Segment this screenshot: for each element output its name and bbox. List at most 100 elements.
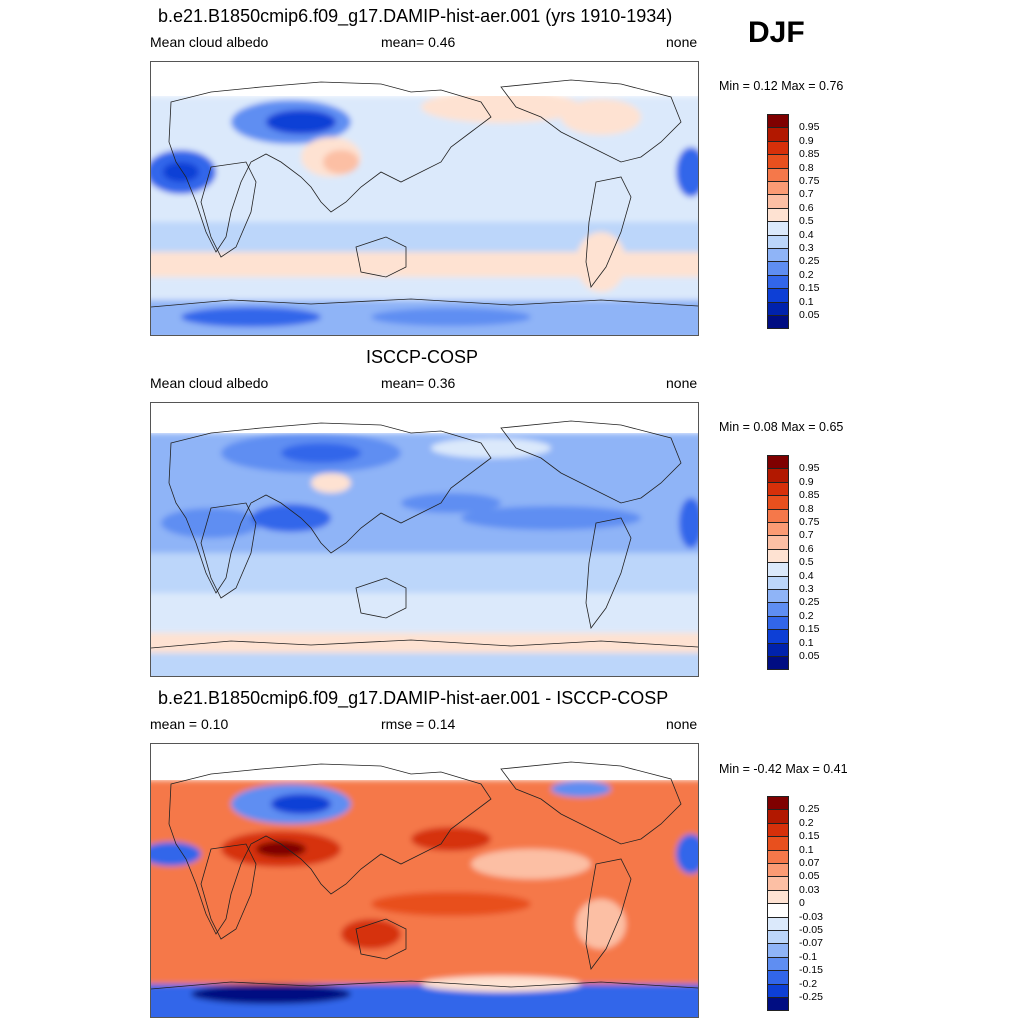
colorbar-box <box>767 181 789 195</box>
field-patch <box>411 827 491 851</box>
colorbar-tick-label: 0.95 <box>799 462 820 475</box>
panel-2-variable-label: Mean cloud albedo <box>150 375 269 391</box>
colorbar-box <box>767 889 789 904</box>
colorbar-tick-label: 0.4 <box>799 569 814 582</box>
coastline <box>200 843 257 940</box>
coastline <box>500 761 682 845</box>
colorbar-box <box>767 903 789 918</box>
field-band <box>151 633 698 653</box>
coastline <box>500 420 682 504</box>
colorbar-tick-label: 0.15 <box>799 830 820 843</box>
panel-3-mean-label: mean = 0.10 <box>150 716 229 732</box>
colorbar-box <box>767 248 789 262</box>
field-patch <box>256 841 306 857</box>
field-band <box>151 780 698 990</box>
field-patch <box>551 781 611 797</box>
coastline <box>168 422 492 594</box>
colorbar-tick-label: 0.5 <box>799 556 814 569</box>
field-patch <box>576 899 626 949</box>
colorbar-box <box>767 629 789 644</box>
field-patch <box>421 91 581 123</box>
colorbar-box <box>767 207 789 222</box>
no-data-region <box>151 62 698 96</box>
colorbar-tick-label: 0.2 <box>799 609 814 622</box>
field-patch <box>251 504 331 532</box>
colorbar-tick-label: -0.2 <box>799 977 818 990</box>
colorbar-tick-label: -0.25 <box>799 991 823 1003</box>
colorbar-box <box>767 261 789 276</box>
colorbar-box <box>767 970 789 985</box>
colorbar-tick-label: 0.75 <box>799 516 820 528</box>
coastline <box>585 858 632 970</box>
panel-1-title: b.e21.B1850cmip6.f09_g17.DAMIP-hist-aer.… <box>158 6 673 26</box>
colorbar-box <box>767 656 789 670</box>
colorbar-tick-label: 0.25 <box>799 596 820 609</box>
colorbar-tick-label: 0.1 <box>799 636 814 649</box>
colorbar-box <box>767 615 789 630</box>
colorbar-box <box>767 468 789 483</box>
colorbar-box <box>767 315 789 329</box>
field-patch <box>163 162 199 182</box>
colorbar-tick-label: 0.7 <box>799 188 814 201</box>
colorbar-tick-label: 0.3 <box>799 583 814 595</box>
colorbar-box <box>767 876 789 891</box>
colorbar-box <box>767 863 789 877</box>
colorbar-box <box>767 562 789 577</box>
colorbar-box <box>767 602 789 617</box>
colorbar-box <box>767 114 789 128</box>
field-patch <box>191 984 351 1004</box>
colorbar-tick-label: 0.05 <box>799 870 820 883</box>
colorbar-tick-label: 0.1 <box>799 843 814 856</box>
colorbar-box <box>767 822 789 837</box>
colorbar-box <box>767 495 789 510</box>
panel-1-mean-label: mean= 0.46 <box>381 34 456 50</box>
colorbar-tick-label: 0.95 <box>799 121 820 134</box>
field-patch <box>676 834 698 874</box>
coastline <box>585 517 632 629</box>
colorbar-tick-label: 0.05 <box>799 650 820 662</box>
coastline <box>168 81 492 253</box>
panel-3-units-label: none <box>666 716 698 732</box>
field-patch <box>561 99 641 135</box>
coastline <box>585 176 632 288</box>
colorbar-tick-label: 0.1 <box>799 295 814 308</box>
colorbar-tick-label: 0.9 <box>799 134 814 147</box>
colorbar-box <box>767 194 789 209</box>
colorbar-tick-label: 0.15 <box>799 623 820 636</box>
colorbar-tick-label: 0.7 <box>799 529 814 542</box>
colorbar-box <box>767 849 789 864</box>
colorbar-tick-label: 0.25 <box>799 255 820 268</box>
colorbar-box <box>767 997 789 1011</box>
colorbar-tick-label: 0.5 <box>799 215 814 228</box>
colorbar-box <box>767 508 789 523</box>
colorbar-box <box>767 535 789 550</box>
colorbar-box <box>767 234 789 249</box>
field-patch <box>471 849 591 879</box>
colorbar-tick-label: 0.9 <box>799 475 814 488</box>
colorbar-box <box>767 809 789 824</box>
colorbar-tick-label: 0.4 <box>799 228 814 241</box>
colorbar-box <box>767 274 789 289</box>
field-band <box>151 553 698 593</box>
coastline <box>151 639 698 649</box>
field-patch <box>323 150 359 174</box>
field-patch <box>431 438 551 458</box>
colorbar-box <box>767 983 789 998</box>
colorbar-tick-label: 0 <box>799 897 805 910</box>
coastline <box>355 236 407 278</box>
colorbar-box <box>767 548 789 563</box>
field-band <box>151 593 698 633</box>
colorbar-tick-label: 0.6 <box>799 201 814 214</box>
colorbar-box <box>767 943 789 958</box>
field-patch <box>371 892 531 916</box>
panel-2-title: ISCCP-COSP <box>366 347 479 367</box>
no-data-region <box>151 744 698 780</box>
colorbar-tick-label: 0.2 <box>799 268 814 281</box>
field-patch <box>311 473 351 493</box>
field-patch <box>676 147 698 197</box>
field-patch <box>281 443 361 463</box>
field-patch <box>161 508 261 538</box>
season-label: DJF <box>748 16 805 49</box>
panel-2-units-label: none <box>666 375 698 391</box>
colorbar-tick-label: -0.15 <box>799 964 823 977</box>
